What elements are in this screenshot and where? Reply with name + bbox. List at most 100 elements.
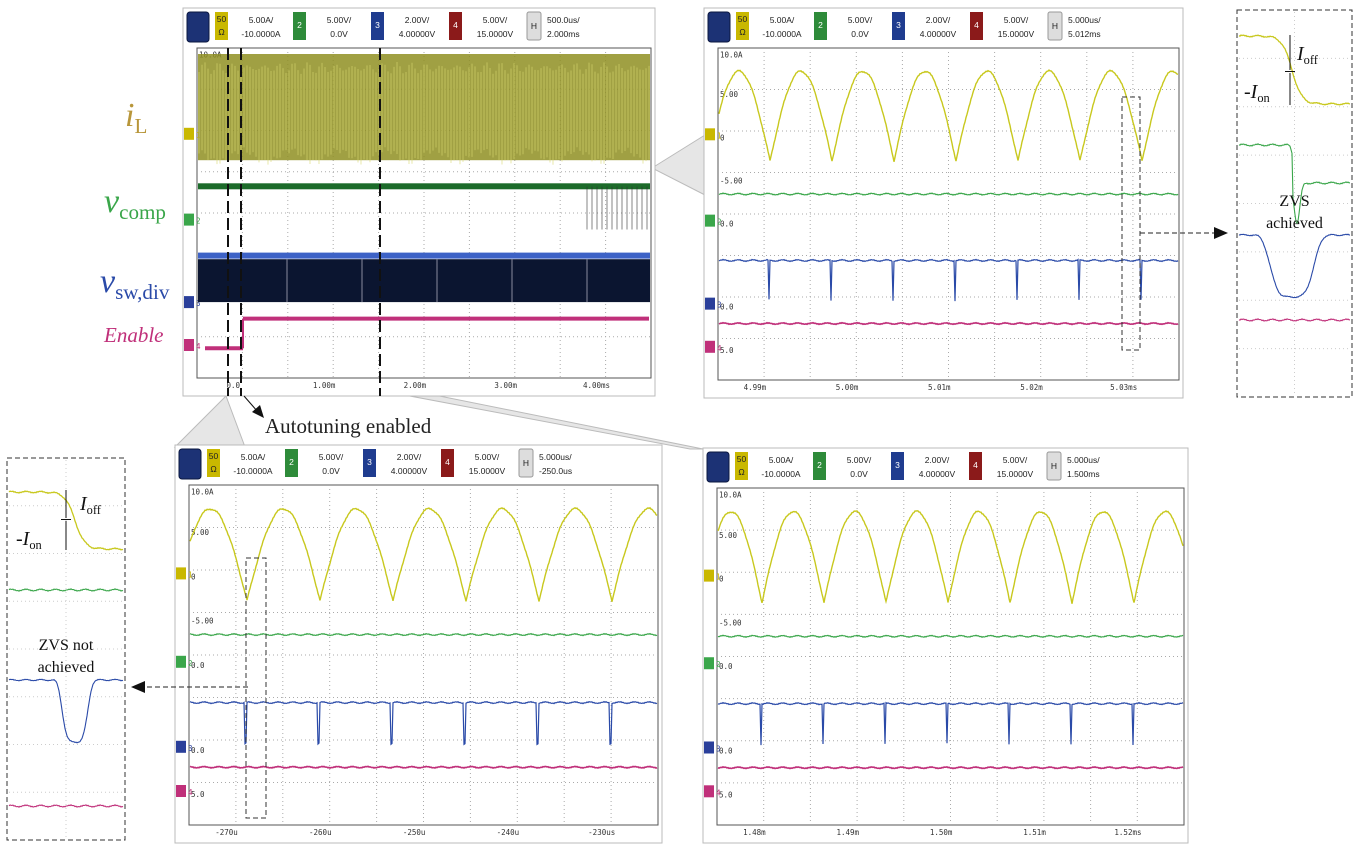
channel-scale: 5.00V/ — [319, 452, 344, 462]
channel-marker — [184, 128, 194, 140]
channel-offset: -10.0000A — [762, 29, 802, 39]
channel-marker-label: 2 — [717, 218, 722, 227]
plot-area — [718, 48, 1179, 380]
channel-offset: -10.0000A — [761, 469, 801, 479]
channel-offset: 4.00000V — [391, 466, 428, 476]
channel-number: 3 — [895, 460, 900, 470]
channel-scale: 2.00V/ — [397, 452, 422, 462]
timebase-scale: 5.000us/ — [539, 452, 572, 462]
x-tick-label: 4.99m — [744, 383, 767, 392]
y-label: 0.0 — [719, 662, 733, 671]
trace-label-il-main: i — [125, 97, 134, 134]
channel-scale: 5.00V/ — [848, 15, 873, 25]
channel-marker — [184, 296, 194, 308]
y-label: 10.0A — [719, 490, 742, 499]
timebase-scale: 500.0us/ — [547, 15, 580, 25]
x-tick-label: 5.00m — [836, 383, 859, 392]
channel-unit: Ω — [738, 467, 744, 477]
label-ioff-sub: off — [87, 503, 102, 517]
trace-label-il: iL — [125, 97, 147, 138]
x-tick-label: 1.52ms — [1114, 828, 1141, 837]
x-tick-label: 5.01m — [928, 383, 951, 392]
trace-band — [198, 259, 650, 302]
channel-marker — [176, 785, 186, 797]
x-tick-label: 1.48m — [743, 828, 766, 837]
channel-number: 2 — [818, 20, 823, 30]
channel-marker — [705, 215, 715, 227]
x-tick-label: -230us — [588, 828, 615, 837]
channel-unit: Ω — [218, 27, 224, 37]
channel-number: 50 — [738, 14, 748, 24]
channel-scale: 5.00V/ — [475, 452, 500, 462]
timebase-badge-label: H — [1051, 461, 1057, 471]
channel-offset: 0.0V — [322, 466, 340, 476]
channel-number: 4 — [974, 20, 979, 30]
channel-offset: 0.0V — [330, 29, 348, 39]
channel-scale: 5.00V/ — [327, 15, 352, 25]
channel-marker — [184, 339, 194, 351]
x-tick-label: 2.00m — [404, 381, 427, 390]
channel-unit: Ω — [739, 27, 745, 37]
channel-number: 3 — [375, 20, 380, 30]
channel-marker — [704, 785, 714, 797]
channel-offset: 15.0000V — [477, 29, 514, 39]
y-label: 0.0 — [720, 303, 734, 312]
zvs-label: ZVS — [1279, 193, 1309, 210]
trace-label-vsw-main: v — [100, 263, 116, 300]
channel-marker — [176, 741, 186, 753]
zoom-wedge — [175, 396, 245, 447]
y-label: 0.0 — [191, 746, 205, 755]
channel-marker — [704, 657, 714, 669]
channel-number: 4 — [453, 20, 458, 30]
trace-label-vcomp: vcomp — [104, 183, 166, 224]
channel-offset: 0.0V — [850, 469, 868, 479]
channel-offset: 4.00000V — [920, 29, 957, 39]
channel-marker — [704, 741, 714, 753]
channel-marker-label: 1 — [717, 131, 722, 140]
channel-marker — [176, 656, 186, 668]
trace-band — [198, 253, 650, 259]
channel-offset: 0.0V — [851, 29, 869, 39]
x-tick-label: 1.51m — [1023, 828, 1046, 837]
channel-unit: Ω — [210, 464, 216, 474]
channel-marker-label: 2 — [716, 660, 721, 669]
y-label: 0.0 — [719, 746, 733, 755]
x-tick-label: -260u — [309, 828, 332, 837]
x-tick-label: 1.49m — [836, 828, 859, 837]
x-tick-label: 3.00m — [494, 381, 517, 390]
channel-scale: 2.00V/ — [405, 15, 430, 25]
channel-marker-label: 4 — [188, 788, 193, 797]
channel-marker-label: 2 — [188, 659, 193, 668]
channel-offset: 15.0000V — [469, 466, 506, 476]
trace-label-vcomp-sub: comp — [119, 200, 166, 224]
y-label: 5.0 — [720, 346, 734, 355]
timebase-badge-label: H — [531, 21, 537, 31]
trace-band — [198, 183, 650, 189]
x-tick-label: 4.00ms — [583, 381, 610, 390]
y-label: 5.0 — [191, 790, 205, 799]
channel-number: 2 — [817, 460, 822, 470]
channel-offset: 4.00000V — [399, 29, 436, 39]
channel-scale: 5.00A/ — [769, 455, 794, 465]
y-label: 10.0A — [191, 487, 214, 496]
x-tick-label: -240u — [497, 828, 520, 837]
channel-marker-label: 3 — [716, 744, 721, 753]
channel-number: 4 — [445, 457, 450, 467]
timebase-scale: 5.000us/ — [1068, 15, 1101, 25]
menu-icon — [179, 449, 201, 479]
channel-offset: 15.0000V — [997, 469, 1034, 479]
timebase-delay: 1.500ms — [1067, 469, 1100, 479]
x-tick-label: 1.50m — [930, 828, 953, 837]
channel-offset: 4.00000V — [919, 469, 956, 479]
label-ion-sub: on — [29, 538, 41, 552]
channel-scale: 5.00A/ — [241, 452, 266, 462]
channel-marker-label: 4 — [196, 342, 201, 351]
channel-scale: 5.00V/ — [483, 15, 508, 25]
menu-icon — [708, 12, 730, 42]
timebase-badge-label: H — [523, 458, 529, 468]
trace-label-vsw-sub: sw,div — [115, 280, 170, 304]
channel-scale: 5.00A/ — [249, 15, 274, 25]
channel-scale: 5.00V/ — [847, 455, 872, 465]
channel-scale: 2.00V/ — [925, 455, 950, 465]
channel-number: 50 — [217, 14, 227, 24]
